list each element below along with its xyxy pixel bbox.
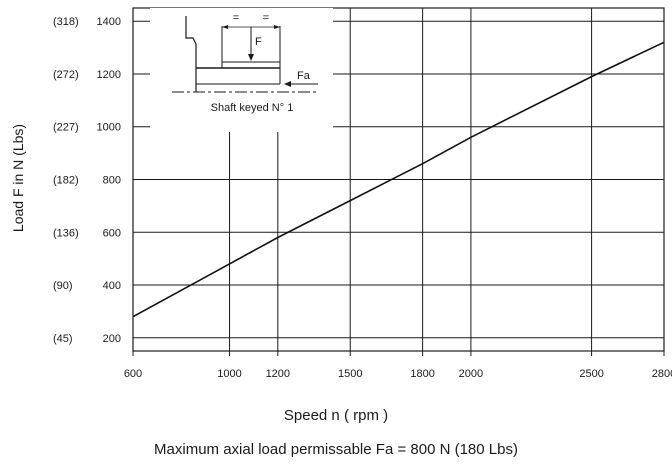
force-arrow-head — [248, 54, 254, 61]
x-axis-label: Speed n ( rpm ) — [283, 407, 389, 424]
y-tick-label: 800 — [103, 175, 121, 187]
y-axis-label: Load F in N (Lbs) — [10, 124, 26, 232]
y-tick-label-lbs: (136) — [53, 227, 79, 239]
dimension-arrow-right — [274, 25, 280, 29]
x-tick-label: 1000 — [217, 368, 241, 380]
plot-border — [132, 7, 665, 352]
shaft-inset: = = F Fa Shaft keyed N° 1 — [150, 8, 333, 132]
chart-caption: Maximum axial load permissable Fa = 800 … — [154, 441, 518, 458]
y-tick-label: 1400 — [97, 16, 121, 28]
y-tick-label-lbs: (45) — [53, 333, 73, 345]
load-curve — [132, 41, 665, 318]
housing-outline — [185, 16, 197, 92]
plot-frame — [132, 7, 665, 352]
y-tick-label: 1200 — [97, 69, 121, 81]
axial-force-label: Fa — [297, 70, 311, 82]
y-tick-label-lbs: (90) — [53, 280, 73, 292]
force-label: F — [255, 36, 262, 48]
y-tick-label: 200 — [103, 333, 121, 345]
y-tick-label: 1000 — [97, 122, 121, 134]
x-tick-label: 600 — [124, 368, 142, 380]
inset-background — [150, 8, 333, 132]
y-tick-label-lbs: (318) — [53, 16, 79, 28]
y-tick-label: 400 — [103, 280, 121, 292]
x-tick-label: 2000 — [459, 368, 483, 380]
x-tick-label: 2500 — [579, 368, 603, 380]
y-tick-label-lbs: (272) — [53, 69, 79, 81]
equal-mark-right: = — [263, 12, 269, 24]
axial-force-arrow-head — [284, 81, 291, 87]
y-tick-label-lbs: (182) — [53, 175, 79, 187]
y-tick-label: 600 — [103, 227, 121, 239]
x-tick-label: 1800 — [410, 368, 434, 380]
inset-caption: Shaft keyed N° 1 — [211, 102, 294, 114]
series-layer — [132, 41, 665, 318]
y-tick-label-lbs: (227) — [53, 122, 79, 134]
equal-mark-left: = — [233, 12, 239, 24]
x-tick-label: 2800 — [652, 368, 672, 380]
x-tick-label: 1500 — [338, 368, 362, 380]
axis-ticks: 600 1000 1200 1500 1800 2000 2500 2800 200 (45) 40… — [53, 16, 672, 380]
x-tick-label: 1200 — [266, 368, 290, 380]
dimension-arrow-left — [222, 25, 228, 29]
